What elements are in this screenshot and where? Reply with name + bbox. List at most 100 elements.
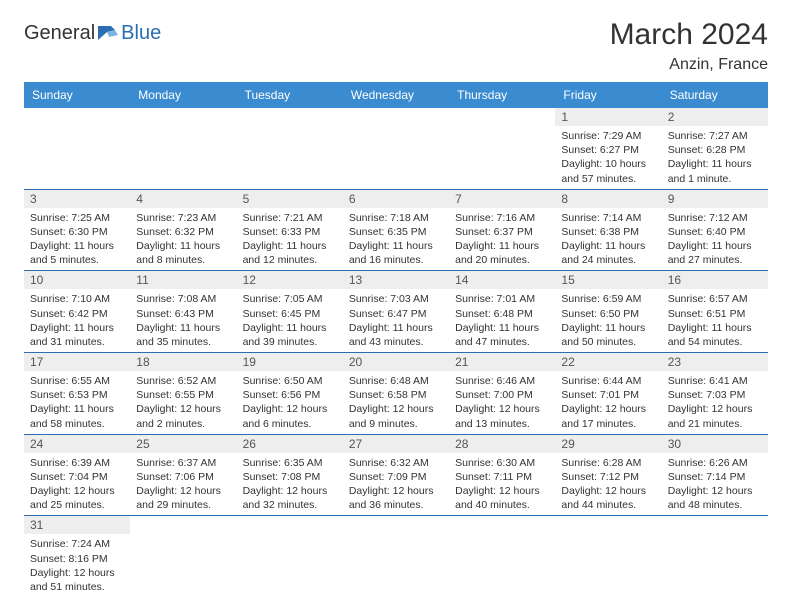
- day-number: 15: [555, 271, 661, 289]
- calendar-day-cell: 6Sunrise: 7:18 AMSunset: 6:35 PMDaylight…: [343, 189, 449, 271]
- calendar-day-cell: 21Sunrise: 6:46 AMSunset: 7:00 PMDayligh…: [449, 353, 555, 435]
- calendar-day-cell: 8Sunrise: 7:14 AMSunset: 6:38 PMDaylight…: [555, 189, 661, 271]
- daylight-text: Daylight: 12 hours and 25 minutes.: [30, 484, 124, 512]
- calendar-week-row: 24Sunrise: 6:39 AMSunset: 7:04 PMDayligh…: [24, 434, 768, 516]
- calendar-day-cell: [343, 516, 449, 597]
- sunset-text: Sunset: 6:35 PM: [349, 225, 443, 239]
- daylight-text: Daylight: 11 hours and 58 minutes.: [30, 402, 124, 430]
- weekday-header: Tuesday: [237, 82, 343, 108]
- day-details: Sunrise: 7:03 AMSunset: 6:47 PMDaylight:…: [343, 289, 449, 352]
- day-details: Sunrise: 6:46 AMSunset: 7:00 PMDaylight:…: [449, 371, 555, 434]
- sunrise-text: Sunrise: 6:35 AM: [243, 456, 337, 470]
- daylight-text: Daylight: 11 hours and 16 minutes.: [349, 239, 443, 267]
- daylight-text: Daylight: 11 hours and 47 minutes.: [455, 321, 549, 349]
- day-details: Sunrise: 6:30 AMSunset: 7:11 PMDaylight:…: [449, 453, 555, 516]
- sunset-text: Sunset: 7:01 PM: [561, 388, 655, 402]
- sunset-text: Sunset: 7:00 PM: [455, 388, 549, 402]
- day-details: Sunrise: 7:14 AMSunset: 6:38 PMDaylight:…: [555, 208, 661, 271]
- calendar-day-cell: [449, 516, 555, 597]
- sunrise-text: Sunrise: 7:24 AM: [30, 537, 124, 551]
- calendar-day-cell: 16Sunrise: 6:57 AMSunset: 6:51 PMDayligh…: [662, 271, 768, 353]
- daylight-text: Daylight: 11 hours and 39 minutes.: [243, 321, 337, 349]
- sunset-text: Sunset: 6:45 PM: [243, 307, 337, 321]
- day-number: 18: [130, 353, 236, 371]
- sunrise-text: Sunrise: 6:41 AM: [668, 374, 762, 388]
- day-number: 7: [449, 190, 555, 208]
- sunset-text: Sunset: 6:32 PM: [136, 225, 230, 239]
- daylight-text: Daylight: 12 hours and 13 minutes.: [455, 402, 549, 430]
- calendar-day-cell: 17Sunrise: 6:55 AMSunset: 6:53 PMDayligh…: [24, 353, 130, 435]
- sunset-text: Sunset: 6:53 PM: [30, 388, 124, 402]
- day-details: Sunrise: 6:41 AMSunset: 7:03 PMDaylight:…: [662, 371, 768, 434]
- calendar-day-cell: 3Sunrise: 7:25 AMSunset: 6:30 PMDaylight…: [24, 189, 130, 271]
- sunset-text: Sunset: 6:48 PM: [455, 307, 549, 321]
- day-details: Sunrise: 7:18 AMSunset: 6:35 PMDaylight:…: [343, 208, 449, 271]
- day-number: 1: [555, 108, 661, 126]
- day-details: Sunrise: 6:48 AMSunset: 6:58 PMDaylight:…: [343, 371, 449, 434]
- calendar-day-cell: [343, 108, 449, 189]
- daylight-text: Daylight: 12 hours and 44 minutes.: [561, 484, 655, 512]
- daylight-text: Daylight: 11 hours and 20 minutes.: [455, 239, 549, 267]
- day-number: 21: [449, 353, 555, 371]
- calendar-day-cell: 31Sunrise: 7:24 AMSunset: 8:16 PMDayligh…: [24, 516, 130, 597]
- sunset-text: Sunset: 6:27 PM: [561, 143, 655, 157]
- day-number: 24: [24, 435, 130, 453]
- logo-text-general: General: [24, 22, 95, 45]
- day-number: 22: [555, 353, 661, 371]
- daylight-text: Daylight: 12 hours and 6 minutes.: [243, 402, 337, 430]
- sunset-text: Sunset: 7:09 PM: [349, 470, 443, 484]
- sunset-text: Sunset: 6:43 PM: [136, 307, 230, 321]
- sunset-text: Sunset: 7:14 PM: [668, 470, 762, 484]
- title-block: March 2024 Anzin, France: [610, 18, 768, 74]
- day-number: 5: [237, 190, 343, 208]
- sunset-text: Sunset: 6:40 PM: [668, 225, 762, 239]
- sunset-text: Sunset: 6:30 PM: [30, 225, 124, 239]
- calendar-day-cell: 29Sunrise: 6:28 AMSunset: 7:12 PMDayligh…: [555, 434, 661, 516]
- day-details: Sunrise: 7:23 AMSunset: 6:32 PMDaylight:…: [130, 208, 236, 271]
- calendar-week-row: 3Sunrise: 7:25 AMSunset: 6:30 PMDaylight…: [24, 189, 768, 271]
- day-number: 14: [449, 271, 555, 289]
- sunset-text: Sunset: 6:38 PM: [561, 225, 655, 239]
- month-title: March 2024: [610, 18, 768, 52]
- calendar-day-cell: 9Sunrise: 7:12 AMSunset: 6:40 PMDaylight…: [662, 189, 768, 271]
- daylight-text: Daylight: 12 hours and 17 minutes.: [561, 402, 655, 430]
- daylight-text: Daylight: 11 hours and 24 minutes.: [561, 239, 655, 267]
- day-details: Sunrise: 7:24 AMSunset: 8:16 PMDaylight:…: [24, 534, 130, 597]
- calendar-day-cell: 19Sunrise: 6:50 AMSunset: 6:56 PMDayligh…: [237, 353, 343, 435]
- sunrise-text: Sunrise: 7:27 AM: [668, 129, 762, 143]
- sunrise-text: Sunrise: 6:59 AM: [561, 292, 655, 306]
- sunrise-text: Sunrise: 6:28 AM: [561, 456, 655, 470]
- daylight-text: Daylight: 11 hours and 1 minute.: [668, 157, 762, 185]
- daylight-text: Daylight: 12 hours and 40 minutes.: [455, 484, 549, 512]
- day-details: Sunrise: 7:29 AMSunset: 6:27 PMDaylight:…: [555, 126, 661, 189]
- sunset-text: Sunset: 6:37 PM: [455, 225, 549, 239]
- day-details: Sunrise: 7:27 AMSunset: 6:28 PMDaylight:…: [662, 126, 768, 189]
- calendar-day-cell: [237, 108, 343, 189]
- day-number: 11: [130, 271, 236, 289]
- calendar-day-cell: 15Sunrise: 6:59 AMSunset: 6:50 PMDayligh…: [555, 271, 661, 353]
- day-details: Sunrise: 6:37 AMSunset: 7:06 PMDaylight:…: [130, 453, 236, 516]
- day-details: Sunrise: 7:25 AMSunset: 6:30 PMDaylight:…: [24, 208, 130, 271]
- sunrise-text: Sunrise: 7:08 AM: [136, 292, 230, 306]
- sunset-text: Sunset: 6:28 PM: [668, 143, 762, 157]
- calendar-day-cell: 10Sunrise: 7:10 AMSunset: 6:42 PMDayligh…: [24, 271, 130, 353]
- sunrise-text: Sunrise: 7:12 AM: [668, 211, 762, 225]
- day-details: Sunrise: 6:57 AMSunset: 6:51 PMDaylight:…: [662, 289, 768, 352]
- day-number: 8: [555, 190, 661, 208]
- daylight-text: Daylight: 12 hours and 51 minutes.: [30, 566, 124, 594]
- daylight-text: Daylight: 12 hours and 48 minutes.: [668, 484, 762, 512]
- sunrise-text: Sunrise: 6:26 AM: [668, 456, 762, 470]
- day-number: 12: [237, 271, 343, 289]
- calendar-day-cell: [130, 516, 236, 597]
- calendar-table: Sunday Monday Tuesday Wednesday Thursday…: [24, 82, 768, 597]
- day-number: 31: [24, 516, 130, 534]
- daylight-text: Daylight: 11 hours and 50 minutes.: [561, 321, 655, 349]
- daylight-text: Daylight: 12 hours and 36 minutes.: [349, 484, 443, 512]
- weekday-header: Wednesday: [343, 82, 449, 108]
- day-details: Sunrise: 6:55 AMSunset: 6:53 PMDaylight:…: [24, 371, 130, 434]
- day-number: 27: [343, 435, 449, 453]
- sunrise-text: Sunrise: 6:57 AM: [668, 292, 762, 306]
- calendar-day-cell: [662, 516, 768, 597]
- day-number: 4: [130, 190, 236, 208]
- calendar-day-cell: 14Sunrise: 7:01 AMSunset: 6:48 PMDayligh…: [449, 271, 555, 353]
